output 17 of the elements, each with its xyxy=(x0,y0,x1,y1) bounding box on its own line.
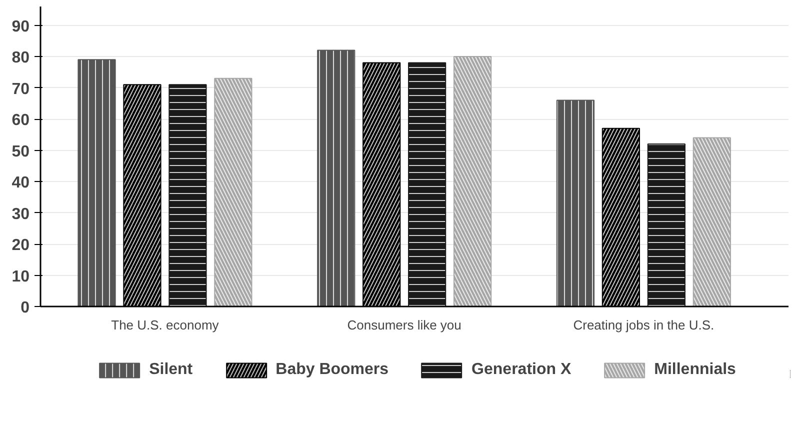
y-tick-label: 70 xyxy=(12,80,30,98)
x-tick-label: Consumers like you xyxy=(347,318,462,332)
x-tick-label: The U.S. economy xyxy=(111,318,220,332)
y-tick-label: 60 xyxy=(12,112,30,129)
y-tick-label: 0 xyxy=(20,300,30,316)
y-tick-label: 80 xyxy=(12,50,30,66)
y-tick-label: 10 xyxy=(12,268,30,286)
y-tick-label: 90 xyxy=(12,18,30,36)
legend-label: Silent xyxy=(149,361,193,379)
y-tick-label: 20 xyxy=(12,237,30,254)
y-tick-label: 50 xyxy=(12,143,30,160)
x-tick-label: Creating jobs in the U.S. xyxy=(573,318,714,332)
legend-label: Millennials xyxy=(654,361,736,379)
legend-label: Baby Boomers xyxy=(276,361,389,379)
legend-label: Generation X xyxy=(472,361,572,379)
y-tick-label: 40 xyxy=(12,174,30,192)
y-tick-label: 30 xyxy=(12,206,30,223)
